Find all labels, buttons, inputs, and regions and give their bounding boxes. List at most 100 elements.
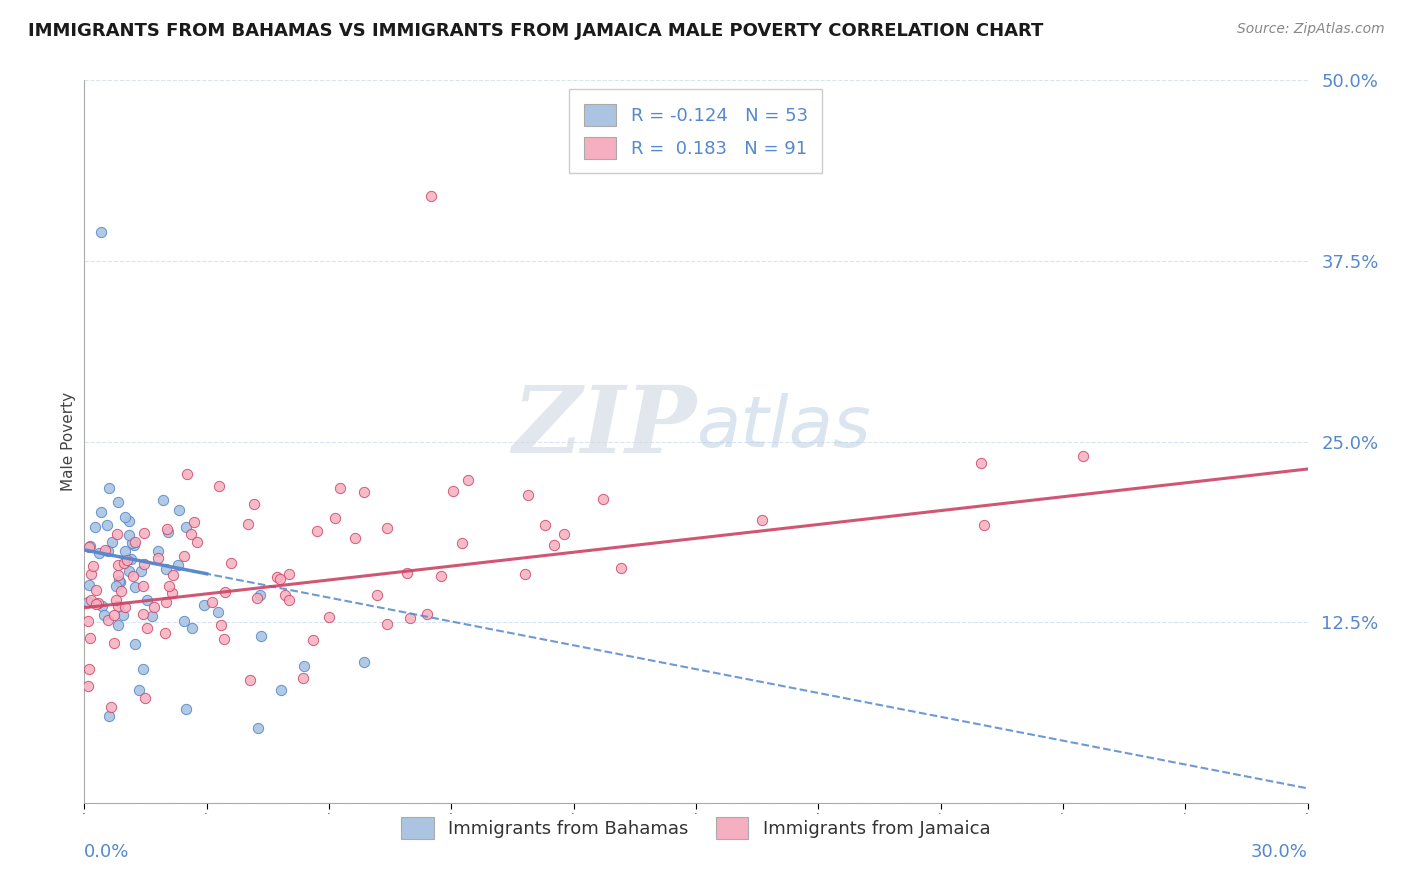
Point bbox=[77, 679, 100, 693]
Point bbox=[156, 522, 179, 536]
Point bbox=[278, 593, 301, 607]
Point bbox=[155, 595, 177, 609]
Point bbox=[193, 598, 215, 612]
Point bbox=[366, 588, 388, 602]
Point bbox=[174, 520, 197, 534]
Point bbox=[97, 709, 120, 723]
Point bbox=[247, 721, 270, 735]
Point bbox=[208, 479, 231, 493]
Point bbox=[166, 558, 188, 572]
Point bbox=[212, 632, 235, 647]
Point bbox=[77, 541, 100, 555]
Point bbox=[77, 662, 100, 676]
Point bbox=[122, 569, 145, 583]
Point bbox=[457, 474, 479, 488]
Point bbox=[1073, 449, 1095, 463]
Point bbox=[396, 566, 419, 581]
Point bbox=[77, 595, 100, 609]
Point bbox=[243, 497, 266, 511]
Point bbox=[973, 517, 995, 532]
Point bbox=[124, 535, 146, 549]
Point bbox=[173, 614, 195, 628]
Point bbox=[107, 558, 129, 572]
Point bbox=[107, 568, 129, 582]
Point bbox=[353, 655, 375, 669]
Point bbox=[148, 544, 170, 558]
Point bbox=[87, 546, 110, 560]
Point bbox=[103, 636, 125, 650]
Point bbox=[105, 593, 128, 607]
Point bbox=[970, 456, 993, 470]
Point bbox=[153, 625, 176, 640]
Point bbox=[239, 673, 262, 687]
Point bbox=[157, 579, 180, 593]
Point bbox=[173, 549, 195, 563]
Point bbox=[108, 575, 131, 590]
Point bbox=[120, 551, 142, 566]
Point bbox=[543, 538, 565, 552]
Point bbox=[219, 556, 242, 570]
Point bbox=[132, 662, 155, 676]
Point bbox=[118, 527, 141, 541]
Point bbox=[122, 538, 145, 552]
Text: ZIP: ZIP bbox=[512, 382, 696, 472]
Point bbox=[79, 567, 101, 582]
Point bbox=[186, 535, 208, 549]
Point bbox=[278, 566, 301, 581]
Point bbox=[399, 611, 422, 625]
Point bbox=[375, 520, 398, 534]
Point bbox=[97, 544, 120, 558]
Point bbox=[207, 605, 229, 619]
Point bbox=[84, 598, 107, 612]
Point bbox=[112, 607, 135, 622]
Point bbox=[110, 583, 132, 598]
Point bbox=[134, 690, 156, 705]
Point bbox=[430, 569, 453, 583]
Text: 30.0%: 30.0% bbox=[1251, 843, 1308, 861]
Legend: Immigrants from Bahamas, Immigrants from Jamaica: Immigrants from Bahamas, Immigrants from… bbox=[392, 808, 1000, 848]
Point bbox=[323, 511, 346, 525]
Point bbox=[292, 671, 315, 685]
Point bbox=[135, 593, 157, 607]
Point bbox=[274, 588, 297, 602]
Point bbox=[329, 481, 352, 495]
Point bbox=[294, 658, 316, 673]
Point bbox=[155, 562, 177, 576]
Point bbox=[610, 560, 633, 574]
Text: 0.0%: 0.0% bbox=[84, 843, 129, 861]
Point bbox=[80, 593, 103, 607]
Point bbox=[152, 493, 174, 508]
Point bbox=[180, 621, 202, 635]
Point bbox=[98, 481, 121, 495]
Point bbox=[129, 564, 152, 578]
Point bbox=[201, 595, 224, 609]
Point bbox=[132, 557, 155, 571]
Point bbox=[516, 488, 538, 502]
Point bbox=[160, 586, 183, 600]
Point bbox=[270, 682, 292, 697]
Point bbox=[307, 524, 329, 539]
Point bbox=[148, 551, 170, 566]
Point bbox=[107, 574, 129, 588]
Point bbox=[214, 585, 236, 599]
Point bbox=[318, 610, 340, 624]
Point bbox=[441, 484, 464, 499]
Point bbox=[167, 503, 190, 517]
Point bbox=[121, 536, 143, 550]
Point bbox=[174, 702, 197, 716]
Text: Source: ZipAtlas.com: Source: ZipAtlas.com bbox=[1237, 22, 1385, 37]
Point bbox=[115, 553, 138, 567]
Point bbox=[79, 578, 101, 592]
Point bbox=[79, 631, 101, 645]
Point bbox=[93, 608, 115, 623]
Point bbox=[553, 527, 575, 541]
Point bbox=[131, 607, 153, 621]
Point bbox=[513, 566, 536, 581]
Point bbox=[114, 600, 136, 615]
Point bbox=[266, 570, 288, 584]
Point bbox=[107, 495, 129, 509]
Point bbox=[100, 700, 122, 714]
Point bbox=[97, 613, 120, 627]
Point bbox=[451, 536, 474, 550]
Point bbox=[269, 572, 291, 586]
